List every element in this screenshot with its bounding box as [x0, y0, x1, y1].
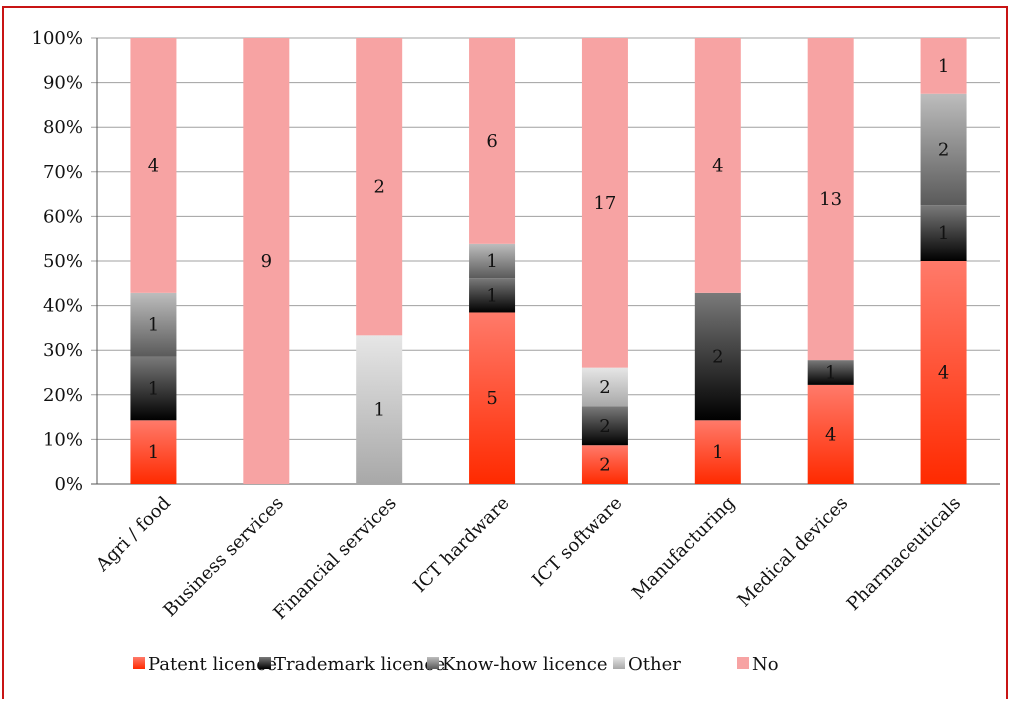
data-label-pharmaceuticals-trademark-licence: 1 — [938, 223, 949, 244]
data-label-ict-hardware-no: 6 — [486, 131, 497, 152]
y-tick-label: 60% — [43, 206, 83, 227]
bar-segment-ict-hardware-no — [469, 38, 516, 244]
bar-segment-medical-devices-no — [807, 38, 854, 361]
x-category-label-medical-devices: Medical devices — [734, 493, 853, 612]
legend-label-no: No — [752, 654, 779, 675]
data-label-agri-food-know-how-licence: 1 — [148, 315, 159, 336]
x-category-label-agri-food: Agri / food — [91, 493, 175, 577]
chart-frame — [2, 6, 1008, 699]
legend-label-trademark-licence: Trademark licence — [274, 654, 445, 675]
bar-segment-pharmaceuticals-trademark-licence — [920, 205, 967, 261]
data-label-ict-software-other: 2 — [599, 377, 610, 398]
x-category-label-business-services: Business services — [159, 493, 287, 621]
bar-segment-ict-software-trademark-licence — [581, 406, 628, 446]
data-label-medical-devices-no: 13 — [819, 189, 842, 210]
y-tick-label: 40% — [43, 296, 83, 317]
data-label-manufacturing-trademark-licence: 2 — [712, 347, 723, 368]
x-category-label-pharmaceuticals: Pharmaceuticals — [843, 493, 965, 615]
y-tick-label: 20% — [43, 385, 83, 406]
data-label-ict-software-patent-licence: 2 — [599, 455, 610, 476]
legend-label-patent-licence: Patent licence — [148, 654, 277, 675]
y-tick-label: 0% — [54, 474, 83, 495]
bar-segment-ict-hardware-trademark-licence — [469, 278, 516, 313]
bar-segment-financial-services-no — [356, 38, 403, 336]
bar-segment-ict-hardware-know-how-licence — [469, 243, 516, 279]
data-label-medical-devices-trademark-licence: 1 — [825, 363, 836, 384]
bar-segment-pharmaceuticals-patent-licence — [920, 261, 967, 484]
bar-segment-financial-services-other — [356, 335, 403, 484]
y-tick-label: 80% — [43, 117, 83, 138]
x-category-label-financial-services: Financial services — [269, 493, 400, 624]
data-label-business-services-no: 9 — [261, 251, 272, 272]
legend-label-know-how-licence: Know-how licence — [442, 654, 608, 675]
x-category-label-ict-hardware: ICT hardware — [409, 493, 513, 597]
bar-segment-medical-devices-patent-licence — [807, 384, 854, 484]
data-label-ict-hardware-patent-licence: 5 — [486, 388, 497, 409]
data-label-medical-devices-patent-licence: 4 — [825, 424, 836, 445]
bar-segment-manufacturing-no — [694, 38, 741, 293]
y-tick-label: 30% — [43, 340, 83, 361]
bar-segment-pharmaceuticals-know-how-licence — [920, 93, 967, 206]
bar-segment-ict-software-other — [581, 367, 628, 407]
data-label-agri-food-no: 4 — [148, 155, 159, 176]
x-category-label-manufacturing: Manufacturing — [628, 493, 739, 604]
bar-segment-agri-food-know-how-licence — [130, 292, 177, 357]
data-label-pharmaceuticals-know-how-licence: 2 — [938, 140, 949, 161]
data-label-pharmaceuticals-patent-licence: 4 — [938, 363, 949, 384]
bar-segment-agri-food-trademark-licence — [130, 356, 177, 421]
y-tick-label: 90% — [43, 73, 83, 94]
data-label-financial-services-no: 2 — [373, 177, 384, 198]
gridlines — [91, 37, 1000, 485]
y-tick-label: 70% — [43, 162, 83, 183]
data-label-ict-hardware-know-how-licence: 1 — [486, 251, 497, 272]
data-label-ict-software-trademark-licence: 2 — [599, 416, 610, 437]
data-label-pharmaceuticals-no: 1 — [938, 56, 949, 77]
bar-segment-ict-software-no — [581, 38, 628, 368]
data-label-financial-services-other: 1 — [373, 400, 384, 421]
bar-segment-business-services-no — [243, 38, 290, 484]
data-label-ict-software-no: 17 — [593, 193, 616, 214]
y-tick-label: 100% — [32, 28, 83, 49]
bar-segment-pharmaceuticals-no — [920, 38, 967, 94]
bar-segment-ict-hardware-patent-licence — [469, 312, 516, 484]
bar-segment-agri-food-patent-licence — [130, 420, 177, 484]
y-tick-label: 10% — [43, 429, 83, 450]
x-category-label-ict-software: ICT software — [528, 493, 626, 591]
data-label-manufacturing-patent-licence: 1 — [712, 442, 723, 463]
bar-segment-manufacturing-patent-licence — [694, 420, 741, 484]
bar-segment-medical-devices-trademark-licence — [807, 360, 854, 385]
bar-segment-ict-software-patent-licence — [581, 445, 628, 484]
legend-label-other: Other — [628, 654, 681, 675]
y-tick-label: 50% — [43, 251, 83, 272]
bars: 1 1 1 4 9 1 2 5 1 1 6 2 2 2 17 1 2 4 4 1 13 4 1 2 1 — [130, 38, 967, 484]
y-axis: 0% 10% 20% 30% 40% 50% 60% 70% 80% 90% 100% — [32, 28, 98, 495]
data-label-agri-food-patent-licence: 1 — [148, 442, 159, 463]
legend-swatch-no — [737, 657, 749, 669]
legend-swatch-know-how-licence — [427, 657, 439, 669]
bar-segment-agri-food-no — [130, 38, 177, 293]
data-label-ict-hardware-trademark-licence: 1 — [486, 285, 497, 306]
data-label-agri-food-trademark-licence: 1 — [148, 378, 159, 399]
bar-segment-manufacturing-trademark-licence — [694, 292, 741, 421]
data-label-manufacturing-no: 4 — [712, 155, 723, 176]
legend-swatch-other — [613, 657, 625, 669]
legend-swatch-patent-licence — [133, 657, 145, 669]
legend-swatch-trademark-licence — [259, 657, 271, 669]
